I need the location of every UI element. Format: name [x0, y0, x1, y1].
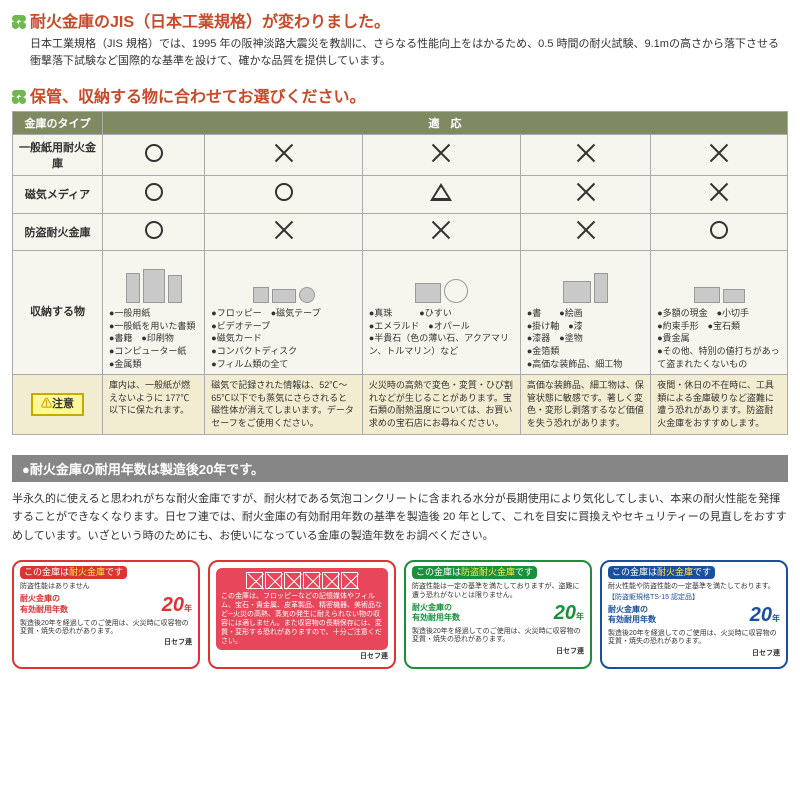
label-4: この金庫は耐火金庫です 耐火性能や防盗性能の一定基準を満たしております。 【防盗…: [600, 560, 788, 670]
sym-0-2: [362, 135, 520, 176]
label-3: この金庫は防盗耐火金庫です 防盗性能は一定の基準を満たしておりますが、盗難に遭う…: [404, 560, 592, 670]
sym-1-3: [520, 176, 650, 214]
sym-2-2: [362, 213, 520, 251]
header-compat: 適 応: [103, 112, 788, 135]
section1-intro: 日本工業規格（JIS 規格）では、1995 年の阪神淡路大震災を教訓に、さらなる…: [12, 36, 788, 69]
items-col-2: ●真珠 ●ひすい●エメラルド ●オパール●半貴石（色の薄い石、アクアマリン、トル…: [362, 251, 520, 375]
sym-2-3: [520, 213, 650, 251]
notice-0: 庫内は、一般紙が燃えないように 177℃以下に保たれます。: [103, 375, 205, 434]
sym-0-4: [651, 135, 788, 176]
notice-1: 磁気で記録された情報は、52℃〜65℃以下でも蒸気にさらされると磁性体が消えてし…: [205, 375, 363, 434]
sym-0-3: [520, 135, 650, 176]
section1-title: 耐火金庫のJIS（日本工業規格）が変わりました。: [12, 8, 788, 32]
label-2: この金庫は、フロッピーなどの記憶媒体やフィルム、宝石・貴金属、皮革製品、精密機器…: [208, 560, 396, 670]
sym-2-4: [651, 213, 788, 251]
items-col-1: ●フロッピー ●磁気テープ●ビデオテープ●磁気カード●コンパクトディスク●フィル…: [205, 251, 363, 375]
sym-1-0: [103, 176, 205, 214]
sym-2-1: [205, 213, 363, 251]
sym-1-2: [362, 176, 520, 214]
notice-4: 夜間・休日の不在時に、工具類による金庫破りなど盗難に遭う恐れがあります。防盗耐火…: [651, 375, 788, 434]
items-label: 収納する物: [13, 251, 103, 375]
notice-2: 火災時の高熱で変色・変質・ひび割れなどが生じることがあります。宝石類の耐熱温度に…: [362, 375, 520, 434]
items-col-3: ●書 ●絵画●掛け軸 ●漆●漆器 ●塗物●金箔類●高価な装飾品、細工物: [520, 251, 650, 375]
label-row: この金庫は耐火金庫です 防盗性能はありません 耐火金庫の有効耐用年数 20年 製…: [12, 560, 788, 670]
gray-bar: ●耐火金庫の耐用年数は製造後20年です。: [12, 455, 788, 482]
sym-0-1: [205, 135, 363, 176]
items-col-4: ●多額の現金 ●小切手●約束手形 ●宝石類●貴金属●その他、特別の値打ちがあって…: [651, 251, 788, 375]
notice-label: ⚠注意: [13, 375, 103, 434]
label-1: この金庫は耐火金庫です 防盗性能はありません 耐火金庫の有効耐用年数 20年 製…: [12, 560, 200, 670]
section3-text: 半永久的に使えると思われがちな耐火金庫ですが、耐火材である気泡コンクリートに含ま…: [12, 490, 788, 546]
sym-2-0: [103, 213, 205, 251]
row-label-1: 磁気メディア: [13, 176, 103, 214]
sym-1-4: [651, 176, 788, 214]
header-type: 金庫のタイプ: [13, 112, 103, 135]
row-label-0: 一般紙用耐火金庫: [13, 135, 103, 176]
row-label-2: 防盗耐火金庫: [13, 213, 103, 251]
sym-0-0: [103, 135, 205, 176]
items-col-0: ●一般用紙●一般紙を用いた書類●書籍 ●印刷物●コンピューター紙●金属類: [103, 251, 205, 375]
section2-title: 保管、収納する物に合わせてお選びください。: [12, 83, 788, 107]
notice-3: 高価な装飾品、細工物は、保管状態に敏感です。著しく変色・変形し剥落するなど価値を…: [520, 375, 650, 434]
compat-table: 金庫のタイプ 適 応 一般紙用耐火金庫磁気メディア防盗耐火金庫 収納する物 ●一…: [12, 111, 788, 435]
sym-1-1: [205, 176, 363, 214]
